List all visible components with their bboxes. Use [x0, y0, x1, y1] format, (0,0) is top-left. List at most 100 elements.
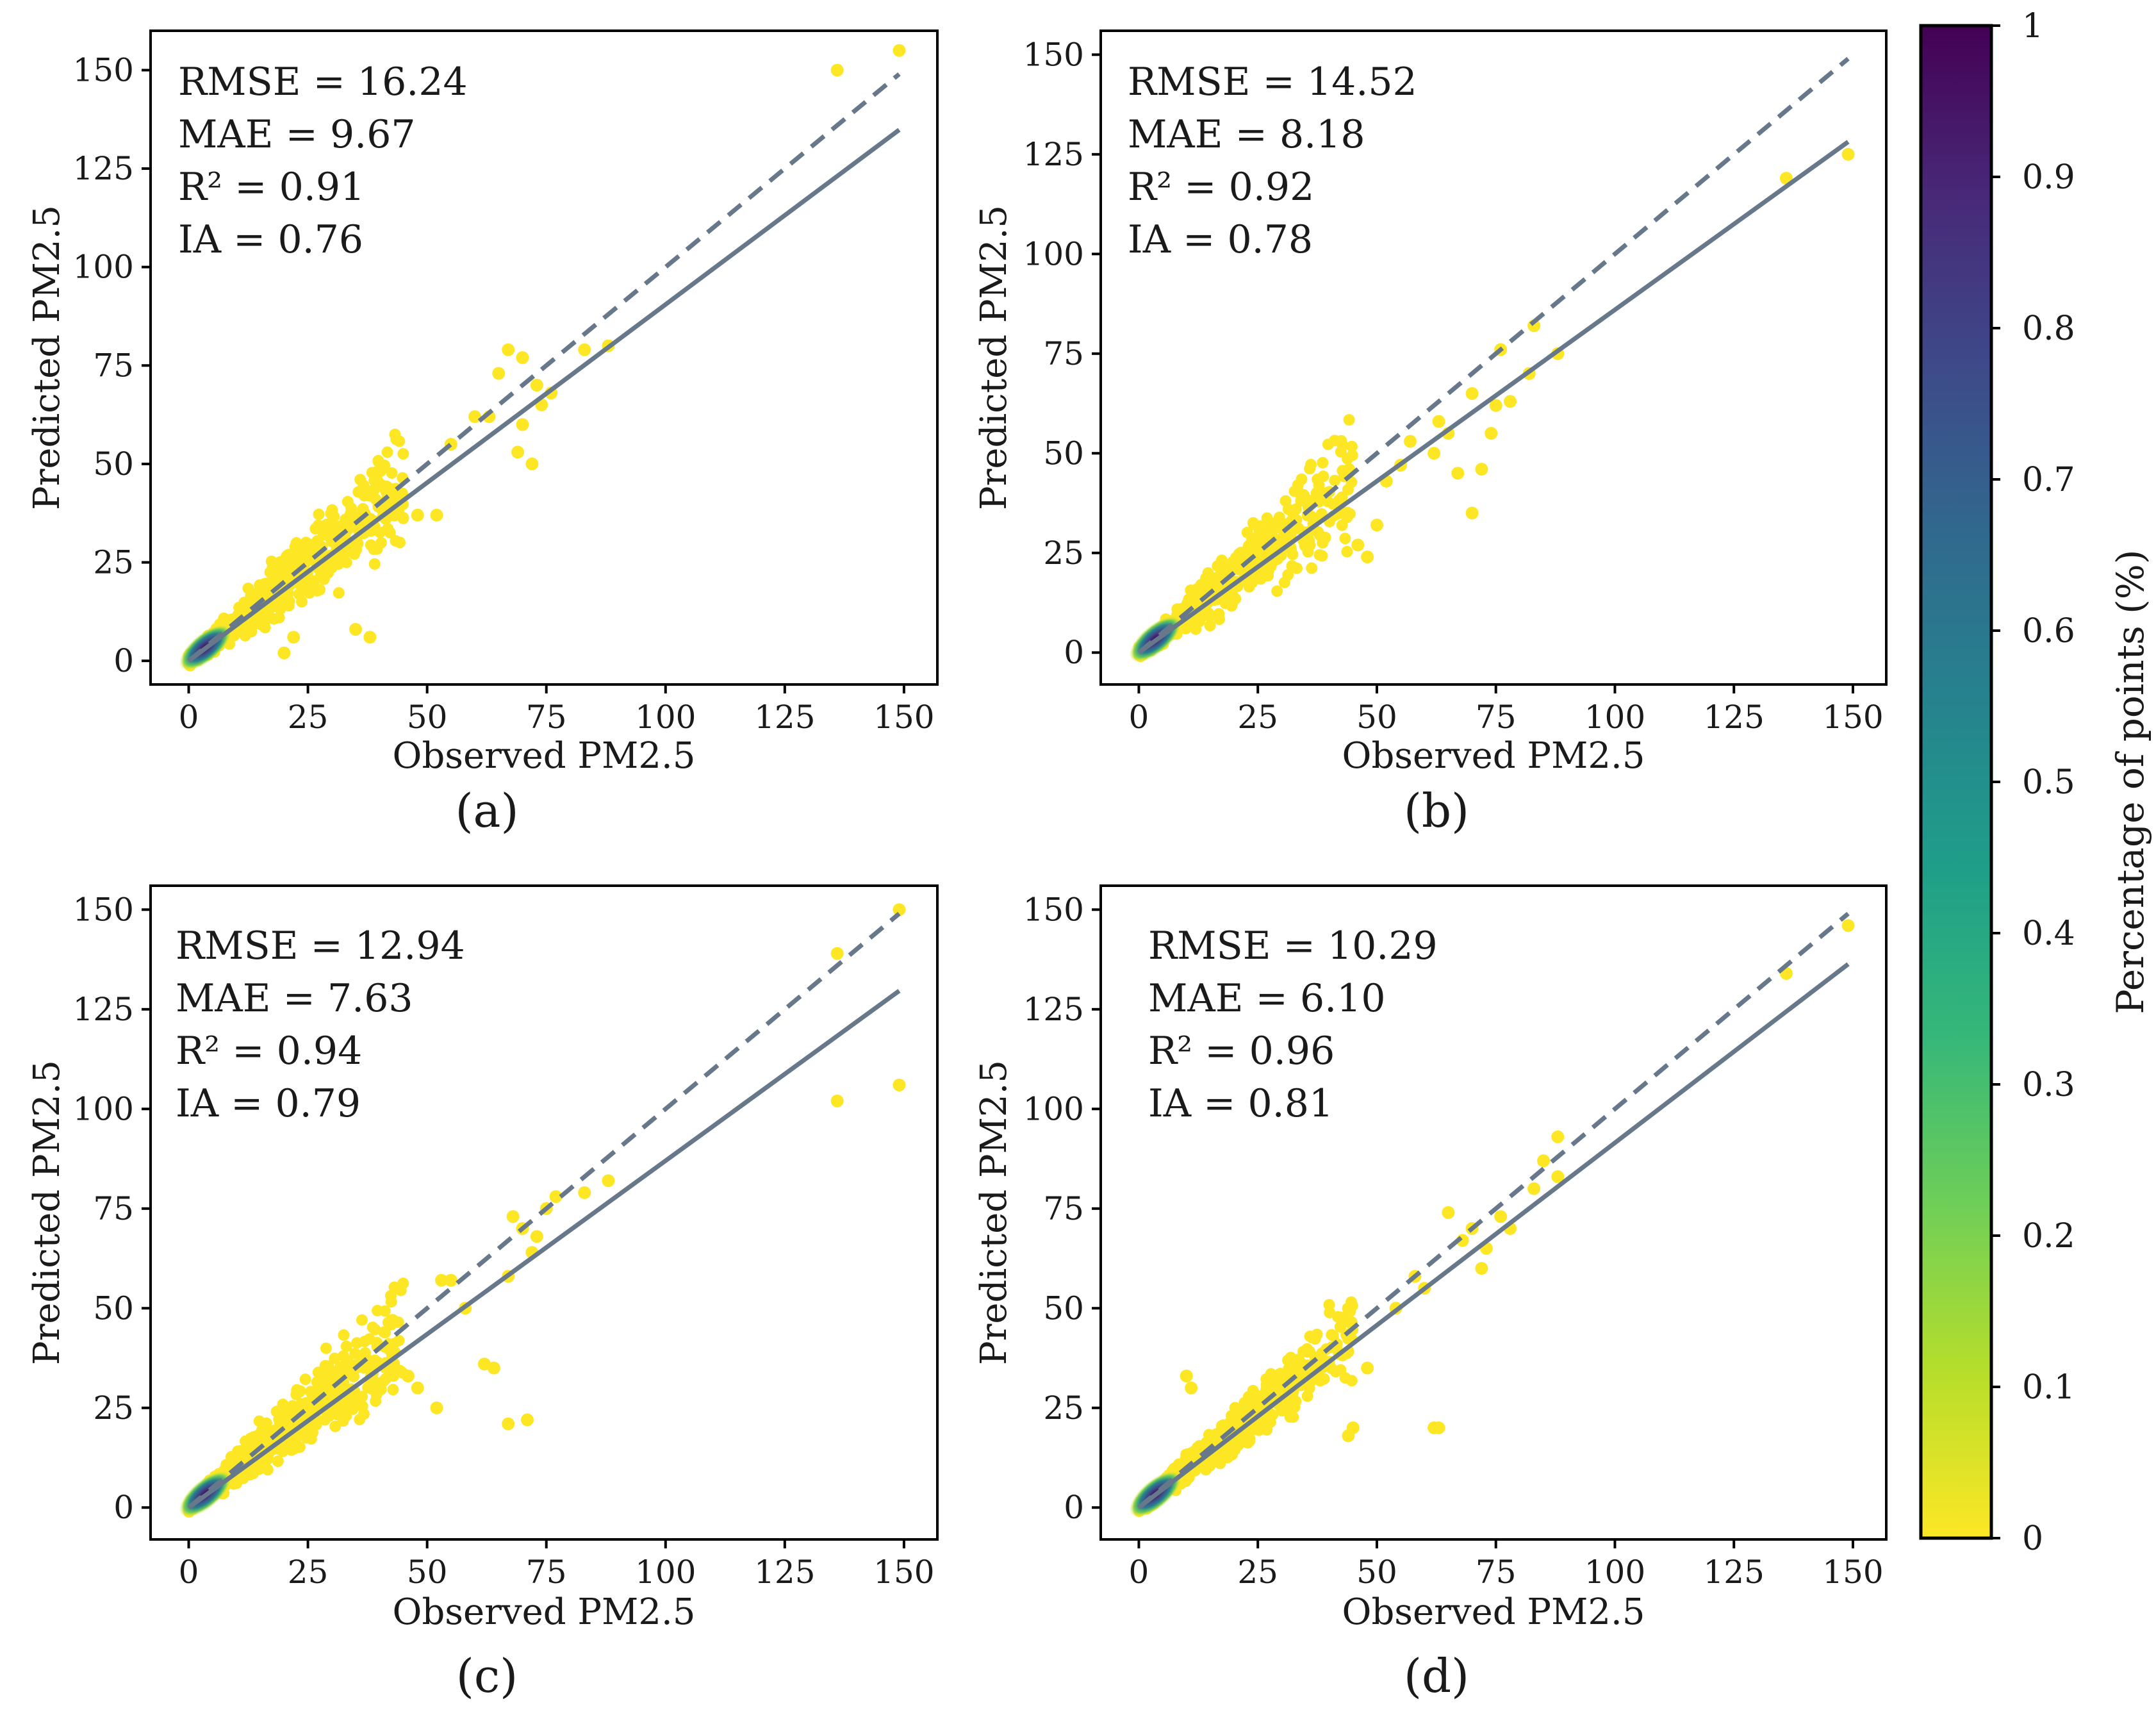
- colorbar-tick-label: 0.4: [2022, 915, 2075, 953]
- y-tick-label: 75: [1043, 335, 1084, 372]
- x-tick-label: 100: [635, 699, 696, 736]
- data-point: [1241, 526, 1253, 538]
- data-point: [1341, 545, 1353, 558]
- data-point: [273, 598, 285, 610]
- data-point: [368, 484, 380, 496]
- data-point: [349, 1347, 361, 1359]
- data-point: [1345, 440, 1358, 452]
- data-point: [375, 465, 387, 477]
- data-point: [387, 1384, 399, 1396]
- axes-frame: [149, 29, 939, 686]
- y-tick-label: 50: [1043, 1289, 1084, 1327]
- y-tick-label: 25: [93, 1389, 134, 1427]
- data-point: [1841, 147, 1855, 161]
- data-point: [1323, 1298, 1335, 1311]
- y-tick-label: 0: [1064, 634, 1084, 671]
- x-axis-label: Observed PM2.5: [1342, 1591, 1645, 1633]
- data-point: [1299, 1345, 1312, 1357]
- data-point: [312, 1366, 324, 1379]
- data-point: [335, 1364, 347, 1376]
- data-point: [1180, 622, 1192, 634]
- data-point: [444, 1273, 457, 1287]
- data-point: [411, 1381, 424, 1395]
- data-point: [525, 457, 539, 470]
- data-point: [1317, 470, 1329, 483]
- data-point: [893, 44, 906, 57]
- data-point: [1485, 427, 1498, 440]
- data-point: [434, 1273, 448, 1287]
- data-point: [335, 1398, 347, 1411]
- data-point: [363, 631, 377, 644]
- data-point: [516, 418, 529, 431]
- data-point: [1346, 1421, 1360, 1434]
- data-point: [313, 508, 325, 520]
- data-point: [372, 456, 384, 468]
- data-point: [1428, 447, 1441, 460]
- data-point: [1551, 1130, 1565, 1143]
- data-point: [261, 577, 273, 590]
- x-tick-label: 150: [873, 699, 934, 736]
- data-point: [1220, 559, 1232, 572]
- x-tick-label: 150: [1822, 1554, 1883, 1591]
- panel-label: (a): [455, 784, 518, 838]
- data-point: [1361, 1361, 1374, 1375]
- data-point: [1303, 535, 1315, 547]
- data-point: [314, 584, 326, 596]
- data-point: [289, 540, 301, 552]
- x-tick-label: 25: [288, 1554, 329, 1591]
- y-axis-label: Predicted PM2.5: [26, 1060, 68, 1365]
- data-point: [1317, 456, 1329, 468]
- data-point: [397, 1277, 409, 1289]
- x-tick-label: 0: [179, 699, 199, 736]
- data-point: [511, 445, 525, 459]
- data-point: [530, 379, 543, 392]
- data-point: [602, 1174, 615, 1188]
- data-point: [300, 536, 312, 549]
- y-tick-label: 50: [93, 1289, 134, 1327]
- identity-line: [187, 72, 901, 663]
- colorbar-gradient: [1919, 24, 1993, 1540]
- data-point: [502, 343, 515, 356]
- y-tick-label: 0: [113, 1489, 134, 1526]
- x-tick-label: 75: [526, 699, 567, 736]
- data-point: [502, 1417, 515, 1430]
- data-point: [506, 1210, 520, 1223]
- data-point: [281, 549, 293, 561]
- plot-area: [179, 44, 906, 672]
- data-point: [1313, 1372, 1326, 1384]
- data-point: [1243, 540, 1255, 552]
- data-point: [1193, 1440, 1205, 1452]
- stat-rmse: RMSE = 16.24: [178, 60, 468, 104]
- y-tick-label: 50: [1043, 435, 1084, 472]
- data-point: [276, 1409, 288, 1421]
- data-point: [1185, 1381, 1198, 1395]
- data-point: [299, 1373, 311, 1386]
- data-point: [358, 479, 370, 491]
- data-point: [1185, 1453, 1197, 1465]
- fit-line: [1137, 962, 1850, 1510]
- data-point: [1271, 585, 1283, 597]
- y-tick-label: 100: [73, 1090, 134, 1127]
- fit-line: [1137, 140, 1850, 655]
- data-point: [1286, 1359, 1298, 1371]
- y-tick-label: 125: [1023, 136, 1084, 173]
- y-tick-label: 50: [93, 445, 134, 483]
- data-point: [1306, 562, 1318, 574]
- data-point: [1280, 495, 1292, 507]
- data-point: [253, 1463, 265, 1475]
- data-point: [384, 491, 397, 503]
- panel-label: (d): [1404, 1649, 1469, 1703]
- data-point: [225, 1451, 237, 1463]
- x-tick-label: 125: [754, 1554, 815, 1591]
- data-point: [1339, 1372, 1351, 1384]
- data-point: [1465, 506, 1479, 520]
- x-axis-label: Observed PM2.5: [393, 1591, 696, 1633]
- fit-line: [187, 989, 901, 1510]
- data-point: [492, 367, 506, 380]
- data-point: [1204, 610, 1216, 622]
- colorbar-tick-label: 0.8: [2022, 310, 2075, 348]
- x-tick-label: 0: [179, 1554, 199, 1591]
- data-point: [325, 508, 337, 520]
- data-point: [1432, 415, 1445, 428]
- data-point: [287, 631, 300, 644]
